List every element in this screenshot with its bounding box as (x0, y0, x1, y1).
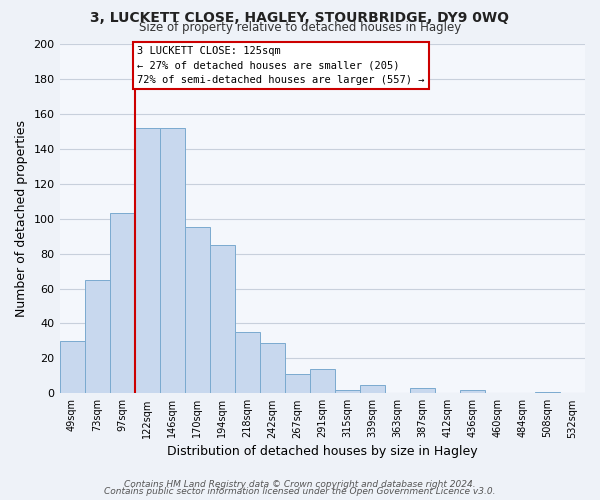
Bar (410, 388, 435, 394)
Bar (160, 128, 185, 394)
Bar (460, 390, 485, 394)
Bar (134, 128, 160, 394)
Bar (110, 214, 134, 394)
Text: 3, LUCKETT CLOSE, HAGLEY, STOURBRIDGE, DY9 0WQ: 3, LUCKETT CLOSE, HAGLEY, STOURBRIDGE, D… (91, 11, 509, 25)
Bar (535, 392, 560, 394)
Bar (209, 245, 235, 394)
Y-axis label: Number of detached properties: Number of detached properties (15, 120, 28, 317)
Text: 3 LUCKETT CLOSE: 125sqm
← 27% of detached houses are smaller (205)
72% of semi-d: 3 LUCKETT CLOSE: 125sqm ← 27% of detache… (137, 46, 425, 84)
Bar (360, 384, 385, 394)
Bar (335, 390, 360, 394)
X-axis label: Distribution of detached houses by size in Hagley: Distribution of detached houses by size … (167, 444, 478, 458)
Bar (59, 341, 85, 394)
Bar (235, 332, 260, 394)
Text: Size of property relative to detached houses in Hagley: Size of property relative to detached ho… (139, 21, 461, 34)
Bar (185, 228, 209, 394)
Bar (85, 280, 110, 394)
Text: Contains HM Land Registry data © Crown copyright and database right 2024.: Contains HM Land Registry data © Crown c… (124, 480, 476, 489)
Bar (260, 342, 285, 394)
Bar (285, 374, 310, 394)
Bar (310, 369, 335, 394)
Text: Contains public sector information licensed under the Open Government Licence v3: Contains public sector information licen… (104, 487, 496, 496)
